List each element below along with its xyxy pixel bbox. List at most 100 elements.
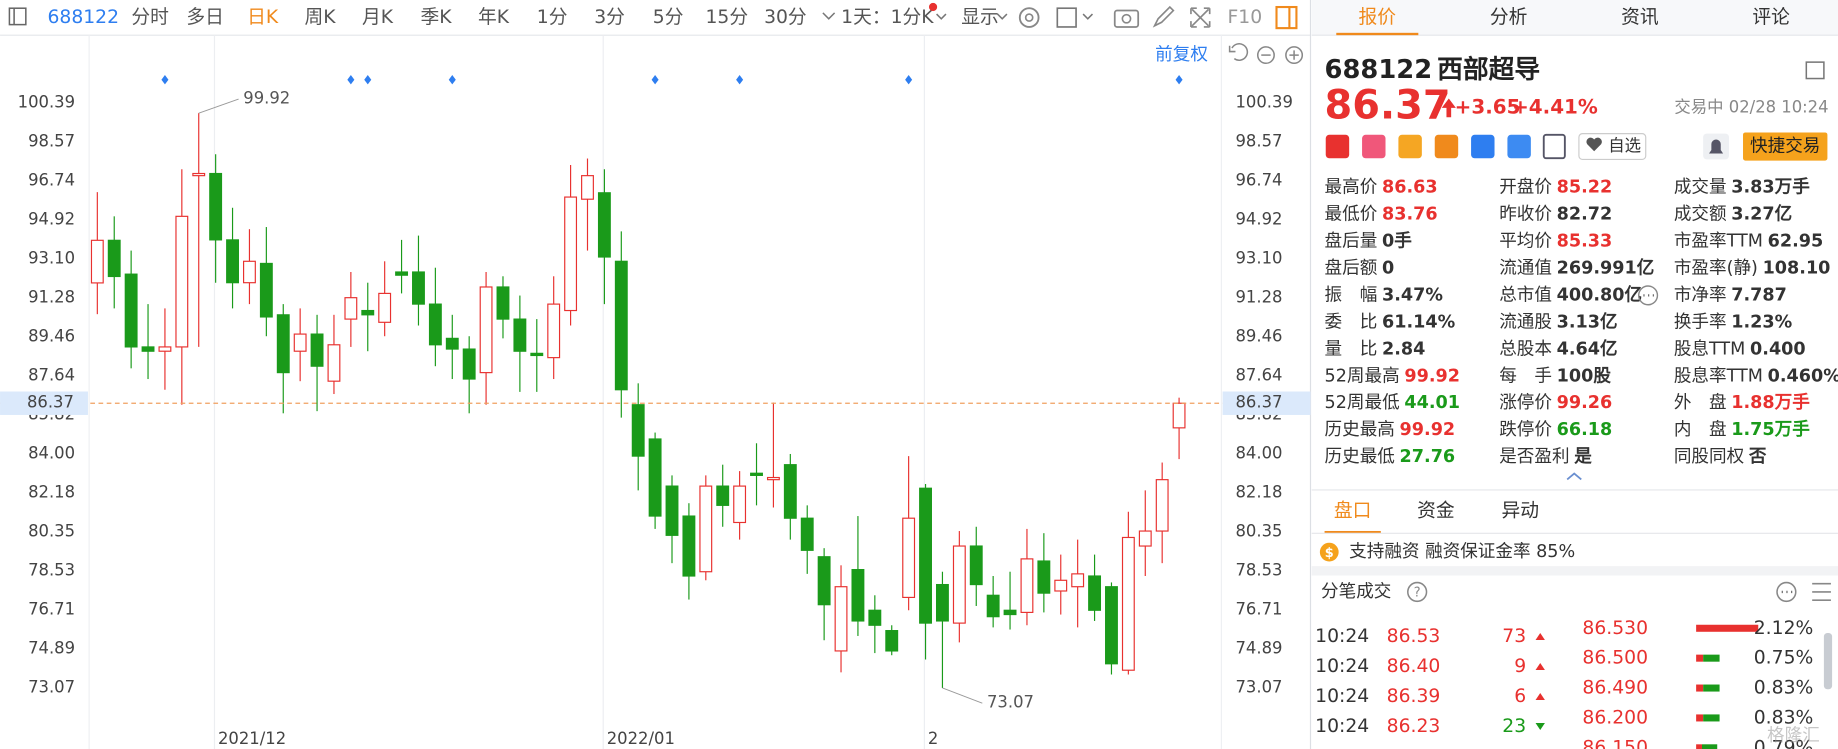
more-periods[interactable] bbox=[822, 12, 836, 20]
candle-body bbox=[1088, 575, 1102, 611]
candle-body bbox=[885, 630, 899, 652]
stat-label: 成交额 bbox=[1674, 205, 1727, 225]
period-tab[interactable]: 季K bbox=[421, 6, 453, 28]
trade-direction bbox=[1535, 662, 1545, 670]
stat-value: 99.26 bbox=[1557, 393, 1613, 413]
panel-tab[interactable]: 分析 bbox=[1490, 6, 1528, 28]
panel-tab[interactable]: 评论 bbox=[1752, 6, 1790, 28]
stat-label: 市净率 bbox=[1674, 285, 1727, 305]
margin-icon bbox=[1319, 542, 1339, 562]
flag-icon[interactable] bbox=[1325, 134, 1350, 159]
pencil-icon[interactable] bbox=[1152, 5, 1175, 28]
x-tick-label: 2021/12 bbox=[218, 729, 286, 748]
stock-code[interactable]: 688122 bbox=[47, 7, 119, 28]
stat-value: 2.84 bbox=[1382, 339, 1425, 359]
y-tick-label: 98.57 bbox=[1235, 132, 1282, 151]
interval-select[interactable]: 1天：1分K bbox=[841, 6, 934, 28]
period-tab[interactable]: 3分 bbox=[594, 6, 625, 28]
candle-body bbox=[496, 286, 510, 320]
ladder-bar-sell bbox=[1701, 744, 1718, 749]
trade-price: 86.40 bbox=[1387, 656, 1441, 677]
stat-value: 83.76 bbox=[1382, 205, 1438, 225]
settings-icon[interactable] bbox=[1018, 7, 1040, 28]
camera-lens bbox=[1121, 13, 1132, 24]
candle-body bbox=[699, 485, 713, 573]
y-tick-label: 78.53 bbox=[28, 561, 75, 580]
panel-toggle[interactable] bbox=[1275, 5, 1298, 30]
period-tab[interactable]: 日K bbox=[247, 7, 279, 28]
help-icon[interactable] bbox=[1407, 581, 1428, 603]
panel-tab[interactable]: 报价 bbox=[1359, 6, 1397, 28]
adjust-mode[interactable]: 前复权 bbox=[1155, 45, 1208, 65]
ladder-price: 86.490 bbox=[1582, 678, 1648, 699]
candle-body bbox=[1054, 579, 1068, 592]
y-tick-label: 87.64 bbox=[1235, 366, 1282, 385]
quick-trade-button[interactable] bbox=[1743, 132, 1828, 161]
candle-body bbox=[834, 586, 848, 652]
zoom-in[interactable] bbox=[1285, 46, 1304, 65]
candle-body bbox=[952, 545, 966, 624]
stat-value: 269.991亿 bbox=[1557, 257, 1655, 278]
stat-value: 86.63 bbox=[1382, 178, 1438, 198]
tag-icon[interactable] bbox=[1507, 134, 1531, 159]
trades-more[interactable] bbox=[1776, 581, 1797, 603]
fullscreen-icon[interactable] bbox=[1190, 7, 1211, 28]
alert-icon[interactable] bbox=[1362, 134, 1386, 159]
trade-status: 交易中 02/28 10:24 bbox=[1674, 97, 1828, 116]
period-tab[interactable]: 年K bbox=[478, 6, 510, 28]
db-icon[interactable] bbox=[1398, 134, 1422, 159]
candle-body bbox=[1121, 536, 1135, 671]
tab-bar bbox=[1311, 0, 1838, 36]
section-gap bbox=[1311, 566, 1838, 576]
candle-body bbox=[969, 545, 983, 586]
period-tab[interactable]: 1分 bbox=[537, 6, 568, 28]
box-icon[interactable] bbox=[1056, 7, 1077, 28]
x-tick-label: 2022/01 bbox=[607, 729, 675, 748]
f10-button[interactable]: F10 bbox=[1228, 7, 1263, 28]
period-tab[interactable]: 15分 bbox=[705, 6, 748, 28]
camera-icon[interactable] bbox=[1113, 9, 1140, 28]
candle-body bbox=[479, 286, 493, 374]
stat-value: 61.14% bbox=[1382, 312, 1456, 332]
y-tick-label: 76.71 bbox=[28, 600, 75, 619]
candle-body bbox=[395, 271, 409, 276]
candle-body bbox=[361, 309, 375, 316]
detail-icon[interactable] bbox=[1805, 61, 1825, 80]
candle-body bbox=[1003, 609, 1017, 616]
more-info-icon[interactable] bbox=[1637, 285, 1659, 306]
period-tab[interactable]: 5分 bbox=[653, 6, 684, 28]
reset-icon[interactable] bbox=[1228, 43, 1249, 61]
event-marker[interactable] bbox=[736, 75, 744, 85]
period-tab[interactable]: 周K bbox=[305, 7, 337, 28]
scrollbar[interactable] bbox=[1823, 632, 1833, 690]
display-menu[interactable]: 显示 bbox=[961, 7, 999, 28]
shuffle-icon[interactable] bbox=[1471, 134, 1495, 159]
collapse-button[interactable] bbox=[1566, 472, 1582, 481]
stat-item: 52周最低 44.01 bbox=[1325, 393, 1460, 413]
y-tick-label: 84.00 bbox=[1235, 443, 1282, 462]
trades-list-icon[interactable] bbox=[1812, 582, 1831, 601]
note-icon[interactable] bbox=[1542, 133, 1566, 160]
period-tab[interactable]: 月K bbox=[362, 7, 394, 28]
stat-value: 1.23% bbox=[1731, 312, 1792, 332]
price-up-arrow bbox=[1441, 98, 1456, 118]
zoom-out[interactable] bbox=[1256, 46, 1275, 65]
candle-body bbox=[851, 568, 865, 622]
sub-tab[interactable]: 盘口 bbox=[1334, 500, 1372, 522]
sub-tab[interactable]: 异动 bbox=[1502, 500, 1540, 522]
period-tab[interactable]: 30分 bbox=[764, 6, 807, 28]
stat-label: 委 比 bbox=[1325, 312, 1378, 332]
compare-icon[interactable] bbox=[1434, 134, 1459, 159]
period-tab[interactable]: 分时 bbox=[131, 6, 169, 28]
panel-tab[interactable]: 资讯 bbox=[1621, 6, 1659, 28]
stat-item: 股息率TTM 0.460% bbox=[1674, 366, 1838, 386]
sub-tab[interactable]: 资金 bbox=[1417, 500, 1455, 522]
settings-icon-core bbox=[1024, 13, 1034, 22]
quote-change-pct: +4.41% bbox=[1512, 95, 1598, 118]
period-tab[interactable]: 多日 bbox=[186, 6, 224, 28]
candle-body bbox=[614, 260, 628, 391]
stat-label: 总市值 bbox=[1499, 285, 1552, 305]
sidebar-toggle[interactable] bbox=[8, 7, 27, 26]
y-tick-label: 73.07 bbox=[28, 677, 75, 696]
